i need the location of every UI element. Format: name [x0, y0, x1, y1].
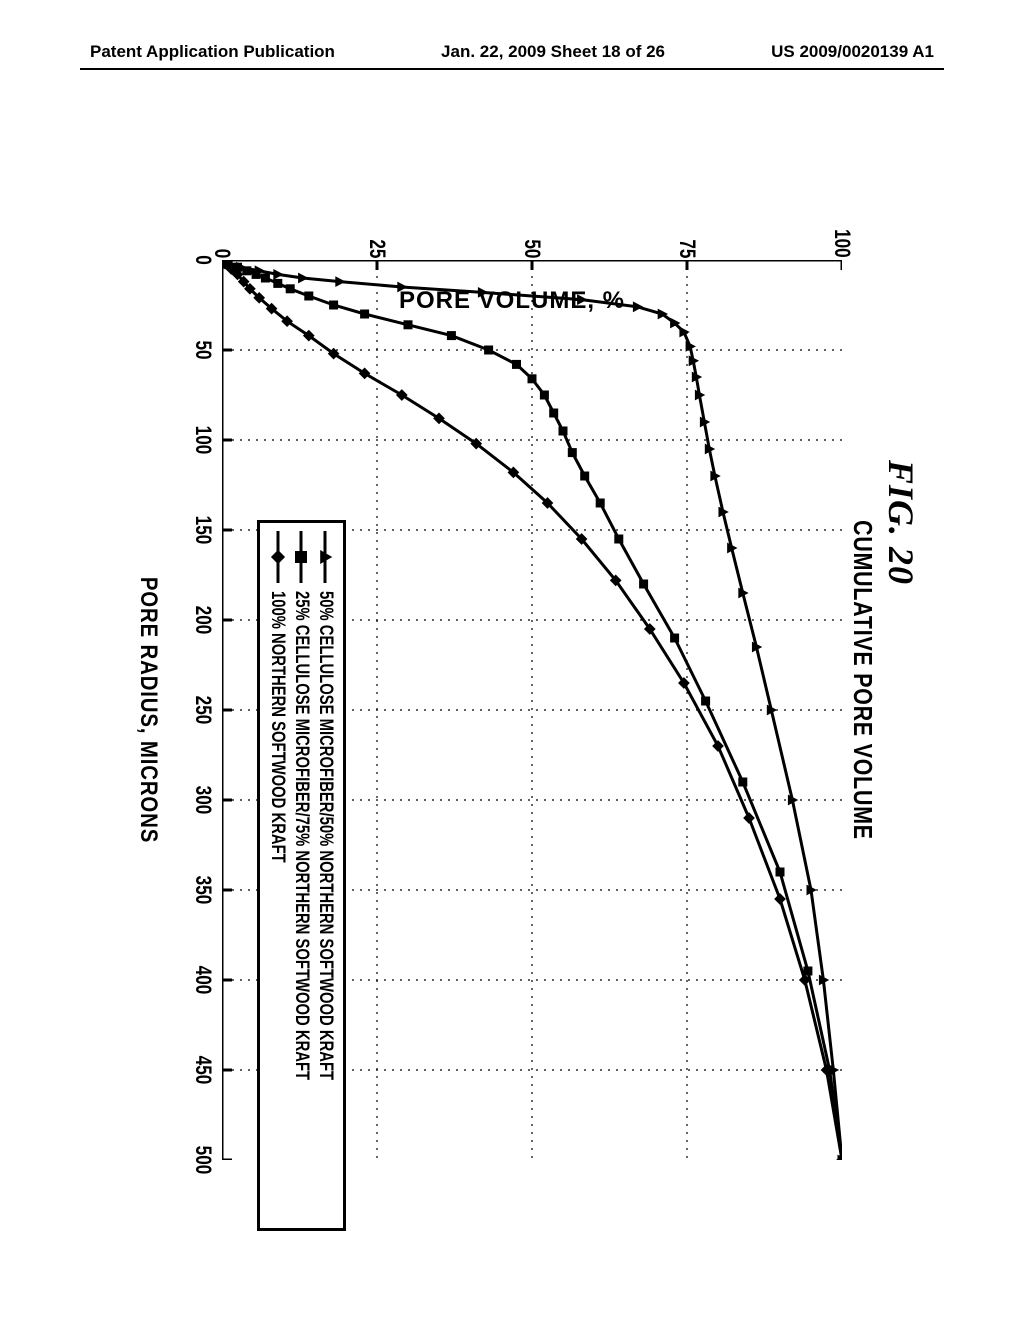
figure-landscape: FIG. 20 CUMULATIVE PORE VOLUME PORE VOLU… — [102, 140, 922, 1220]
x-tick-label: 0 — [190, 255, 216, 265]
page: Patent Application Publication Jan. 22, … — [0, 0, 1024, 1320]
x-tick-label: 300 — [190, 786, 216, 815]
page-header: Patent Application Publication Jan. 22, … — [0, 42, 1024, 62]
chart-title: CUMULATIVE PORE VOLUME — [847, 237, 878, 1123]
legend-label: 25% CELLULOSE MICROFIBER/75% NORTHERN SO… — [290, 591, 314, 1080]
x-tick-label: 50 — [190, 340, 216, 359]
legend-swatch — [291, 531, 311, 583]
figure-container: FIG. 20 CUMULATIVE PORE VOLUME PORE VOLU… — [102, 140, 922, 1220]
x-axis-label: PORE RADIUS, MICRONS — [134, 328, 162, 1093]
chart-legend: 50% CELLULOSE MICROFIBER/50% NORTHERN SO… — [257, 520, 346, 1231]
y-tick-label: 25 — [364, 239, 390, 258]
x-tick-label: 150 — [190, 516, 216, 545]
x-tick-label: 400 — [190, 966, 216, 995]
x-tick-label: 450 — [190, 1056, 216, 1085]
x-tick-label: 500 — [190, 1146, 216, 1175]
header-left: Patent Application Publication — [90, 42, 335, 62]
legend-label: 100% NORTHERN SOFTWOOD KRAFT — [266, 591, 290, 863]
legend-item: 50% CELLULOSE MICROFIBER/50% NORTHERN SO… — [313, 531, 337, 1218]
x-tick-labels: 050100150200250300350400450500 — [190, 260, 220, 1160]
legend-label: 50% CELLULOSE MICROFIBER/50% NORTHERN SO… — [313, 591, 337, 1080]
x-tick-label: 250 — [190, 696, 216, 725]
x-tick-label: 100 — [190, 426, 216, 455]
y-tick-label: 50 — [519, 239, 545, 258]
legend-swatch — [315, 531, 335, 583]
y-tick-label: 75 — [674, 239, 700, 258]
header-rule — [80, 68, 944, 70]
figure-label: FIG. 20 — [880, 460, 922, 585]
header-center: Jan. 22, 2009 Sheet 18 of 26 — [441, 42, 665, 62]
x-tick-label: 350 — [190, 876, 216, 905]
y-tick-label: 100 — [829, 229, 855, 258]
legend-swatch — [268, 531, 288, 583]
x-tick-label: 200 — [190, 606, 216, 635]
legend-item: 100% NORTHERN SOFTWOOD KRAFT — [266, 531, 290, 1218]
y-tick-labels: 0255075100 — [222, 218, 842, 258]
header-right: US 2009/0020139 A1 — [771, 42, 934, 62]
legend-item: 25% CELLULOSE MICROFIBER/75% NORTHERN SO… — [290, 531, 314, 1218]
